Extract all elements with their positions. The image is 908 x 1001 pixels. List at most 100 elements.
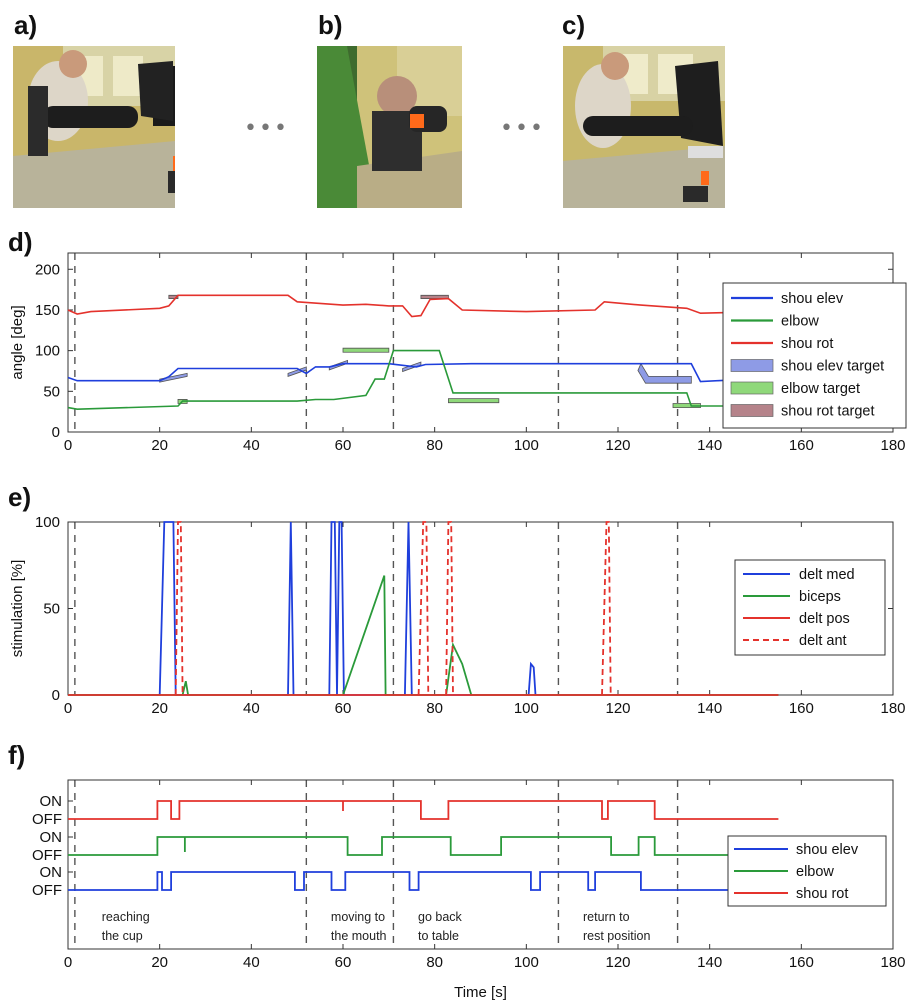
- x-tick-label: 60: [335, 437, 352, 454]
- series-shou-elev: [67, 362, 733, 383]
- x-tick-label: 0: [64, 954, 72, 971]
- y-tick-label: 50: [43, 383, 60, 400]
- x-tick-label: 0: [64, 437, 72, 454]
- x-tick-label: 140: [697, 954, 722, 971]
- state-shou-rot: [68, 800, 779, 820]
- panel-label-f: f): [8, 740, 26, 770]
- legend-label: biceps: [799, 589, 841, 605]
- y-axis-label-d: angle [deg]: [9, 305, 26, 379]
- row-label-off: OFF: [32, 847, 62, 864]
- x-tick-label: 160: [789, 437, 814, 454]
- ellipsis-1: •••: [244, 116, 289, 141]
- photo-c-rest: [563, 46, 725, 208]
- legend-label: shou rot: [796, 886, 848, 902]
- legend-label: delt med: [799, 567, 855, 583]
- target-block-elbow-target: [448, 398, 500, 404]
- ellipsis-2: •••: [500, 116, 545, 141]
- y-tick-label: 50: [43, 601, 60, 618]
- panel-label-d: d): [8, 227, 33, 257]
- y-axis-label-e: stimulation [%]: [9, 560, 26, 658]
- photo-a-reaching: [13, 46, 175, 208]
- legend-label: elbow: [796, 864, 834, 880]
- x-tick-label: 80: [426, 437, 443, 454]
- series-biceps: [68, 575, 779, 696]
- row-label-off: OFF: [32, 811, 62, 828]
- panel-label-e: e): [8, 482, 32, 512]
- legend-label: elbow: [781, 314, 819, 330]
- x-tick-label: 40: [243, 437, 260, 454]
- target-block-shou-elev-target: [159, 372, 188, 383]
- x-tick-label: 180: [880, 700, 905, 717]
- legend-label: shou elev target: [781, 359, 884, 375]
- target-block-shou-elev-target: [287, 366, 307, 377]
- row-label-on: ON: [40, 864, 63, 881]
- photo-c-illustration: [563, 46, 725, 208]
- state-shou-elev: [68, 871, 733, 891]
- phase-annotation: go back: [418, 910, 463, 924]
- y-tick-label: 0: [52, 424, 60, 441]
- legend-swatch: [730, 381, 774, 395]
- photo-b-drinking: [317, 46, 479, 208]
- x-tick-label: 120: [605, 437, 630, 454]
- legend-e: [734, 559, 886, 656]
- target-block-elbow-target: [342, 347, 390, 353]
- target-block-shou-elev-target: [637, 362, 692, 384]
- series-delt-ant: [445, 521, 454, 696]
- row-label-on: ON: [40, 793, 63, 810]
- x-tick-label: 100: [514, 954, 539, 971]
- legend-swatch: [730, 359, 774, 372]
- phase-annotation: return to: [583, 910, 630, 924]
- x-tick-label: 60: [335, 954, 352, 971]
- photo-a-illustration: [13, 46, 175, 208]
- panel-label-b: b): [318, 10, 343, 40]
- x-axis-label-f: Time [s]: [454, 984, 507, 1001]
- x-tick-label: 140: [697, 700, 722, 717]
- x-tick-label: 0: [64, 700, 72, 717]
- series-delt-ant: [174, 521, 184, 696]
- legend-label: shou elev: [781, 291, 844, 307]
- panel-label-c: c): [562, 10, 586, 40]
- series-delt-ant: [601, 521, 612, 696]
- phase-annotation: reaching: [102, 910, 150, 924]
- series-delt-ant: [417, 521, 430, 696]
- x-tick-label: 60: [335, 700, 352, 717]
- row-label-off: OFF: [32, 882, 62, 899]
- y-tick-label: 0: [52, 687, 60, 704]
- panel-label-a: a): [14, 10, 38, 40]
- legend-label: shou rot: [781, 336, 833, 352]
- x-tick-label: 120: [605, 954, 630, 971]
- x-tick-label: 100: [514, 437, 539, 454]
- phase-annotation: moving to: [331, 910, 385, 924]
- series-delt-med: [68, 521, 779, 696]
- x-tick-label: 160: [789, 954, 814, 971]
- phase-annotation: the mouth: [331, 929, 387, 943]
- state-elbow: [68, 836, 733, 856]
- legend-label: elbow target: [781, 381, 860, 397]
- x-tick-label: 180: [880, 437, 905, 454]
- x-tick-label: 40: [243, 954, 260, 971]
- y-tick-label: 100: [35, 343, 60, 360]
- y-tick-label: 100: [35, 514, 60, 531]
- x-tick-label: 100: [514, 700, 539, 717]
- phase-annotation: to table: [418, 929, 459, 943]
- x-tick-label: 180: [880, 954, 905, 971]
- photo-b-illustration: [317, 46, 462, 208]
- legend-label: shou elev: [796, 842, 859, 858]
- phase-annotation: rest position: [583, 929, 650, 943]
- row-label-on: ON: [40, 829, 63, 846]
- x-tick-label: 80: [426, 700, 443, 717]
- plot-frame-f: [67, 779, 894, 950]
- legend-swatch: [730, 404, 774, 417]
- x-tick-label: 80: [426, 954, 443, 971]
- y-tick-label: 150: [35, 302, 60, 319]
- x-tick-label: 20: [151, 954, 168, 971]
- x-tick-label: 120: [605, 700, 630, 717]
- phase-annotation: the cup: [102, 929, 143, 943]
- x-tick-label: 20: [151, 700, 168, 717]
- x-tick-label: 160: [789, 700, 814, 717]
- series-elbow: [67, 349, 733, 411]
- legend-d: [722, 282, 907, 429]
- legend-label: delt ant: [799, 633, 847, 649]
- y-tick-label: 200: [35, 261, 60, 278]
